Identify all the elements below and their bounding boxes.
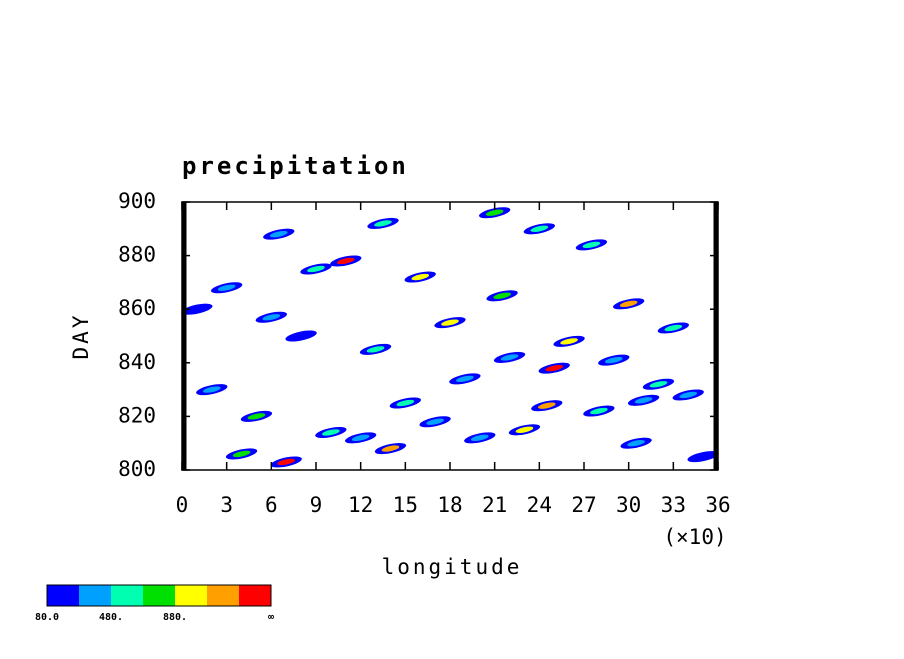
precip-cell [277, 458, 296, 466]
precip-cell [560, 338, 578, 345]
colorbar-box [111, 585, 143, 606]
x-axis-label: longitude [382, 555, 523, 579]
y-tick-label: 800 [118, 457, 156, 481]
precip-cell [545, 365, 564, 372]
x-tick-label: 3 [220, 493, 233, 517]
precip-cell [292, 332, 310, 340]
precip-cell [269, 231, 288, 238]
chart-title: precipitation [182, 152, 409, 180]
precip-cell [634, 397, 653, 404]
precip-cell [441, 319, 459, 326]
precip-cell [619, 300, 638, 307]
x-tick-label: 27 [571, 493, 596, 517]
precip-cell [232, 450, 251, 458]
precip-cell [336, 257, 355, 265]
y-tick-label: 900 [118, 189, 156, 213]
precip-cell [202, 386, 221, 393]
precip-cell [515, 426, 534, 433]
colorbar-box [79, 585, 111, 606]
precip-cell [217, 284, 236, 291]
y-tick-label: 860 [118, 296, 156, 320]
x-tick-label: 30 [616, 493, 641, 517]
precip-cell [396, 399, 415, 407]
colorbar-box [207, 585, 239, 606]
precip-cell [694, 453, 712, 460]
precip-cell [322, 429, 340, 436]
precip-cell [604, 356, 623, 364]
x-tick-label: 33 [661, 493, 686, 517]
precip-cell [582, 241, 601, 249]
x-tick-label: 18 [437, 493, 462, 517]
x-tick-label: 24 [527, 493, 552, 517]
precip-cell [381, 445, 400, 452]
precip-cell [307, 265, 325, 273]
y-tick-label: 820 [118, 403, 156, 427]
y-tick-label: 880 [118, 243, 156, 267]
precip-cell [649, 381, 668, 388]
precip-cell [411, 273, 430, 281]
colorbar-end-label: ∞ [268, 612, 274, 623]
x-tick-label: 21 [482, 493, 507, 517]
x-tick-label: 0 [176, 493, 189, 517]
x-tick-label: 9 [310, 493, 323, 517]
precip-cell [247, 413, 266, 420]
y-axis-label: DAY [69, 313, 93, 360]
colorbar-label: 480. [99, 612, 123, 623]
x-tick-label: 6 [265, 493, 278, 517]
precip-cell [262, 314, 281, 321]
precip-cell [426, 418, 444, 425]
precip-cell [530, 225, 549, 232]
colorbar-box [175, 585, 207, 606]
precip-cell [664, 324, 683, 332]
plot-frame [181, 201, 719, 471]
precip-cell [493, 292, 511, 299]
colorbar-frame [46, 584, 272, 607]
x-tick-label: 12 [348, 493, 373, 517]
colorbar-box [143, 585, 175, 606]
precip-cell [188, 306, 206, 313]
precip-cell [590, 407, 608, 415]
precip-cell [470, 434, 489, 441]
precip-cell [500, 354, 519, 361]
x-tick-label: 15 [393, 493, 418, 517]
precip-cell [351, 434, 370, 441]
x-multiplier: (×10) [663, 525, 726, 549]
precip-cell [485, 209, 504, 216]
precip-cell [456, 375, 474, 383]
colorbar-box [239, 585, 271, 606]
precip-cell [366, 346, 385, 353]
colorbar-label: 880. [163, 612, 187, 623]
precip-cell [679, 391, 698, 399]
precip-cell [627, 440, 645, 447]
colorbar-label: 80.0 [35, 612, 59, 623]
x-tick-label: 36 [705, 493, 730, 517]
precip-cell [374, 220, 392, 227]
colorbar-box [47, 585, 79, 606]
y-tick-label: 840 [118, 350, 156, 374]
precip-cell [537, 402, 556, 409]
